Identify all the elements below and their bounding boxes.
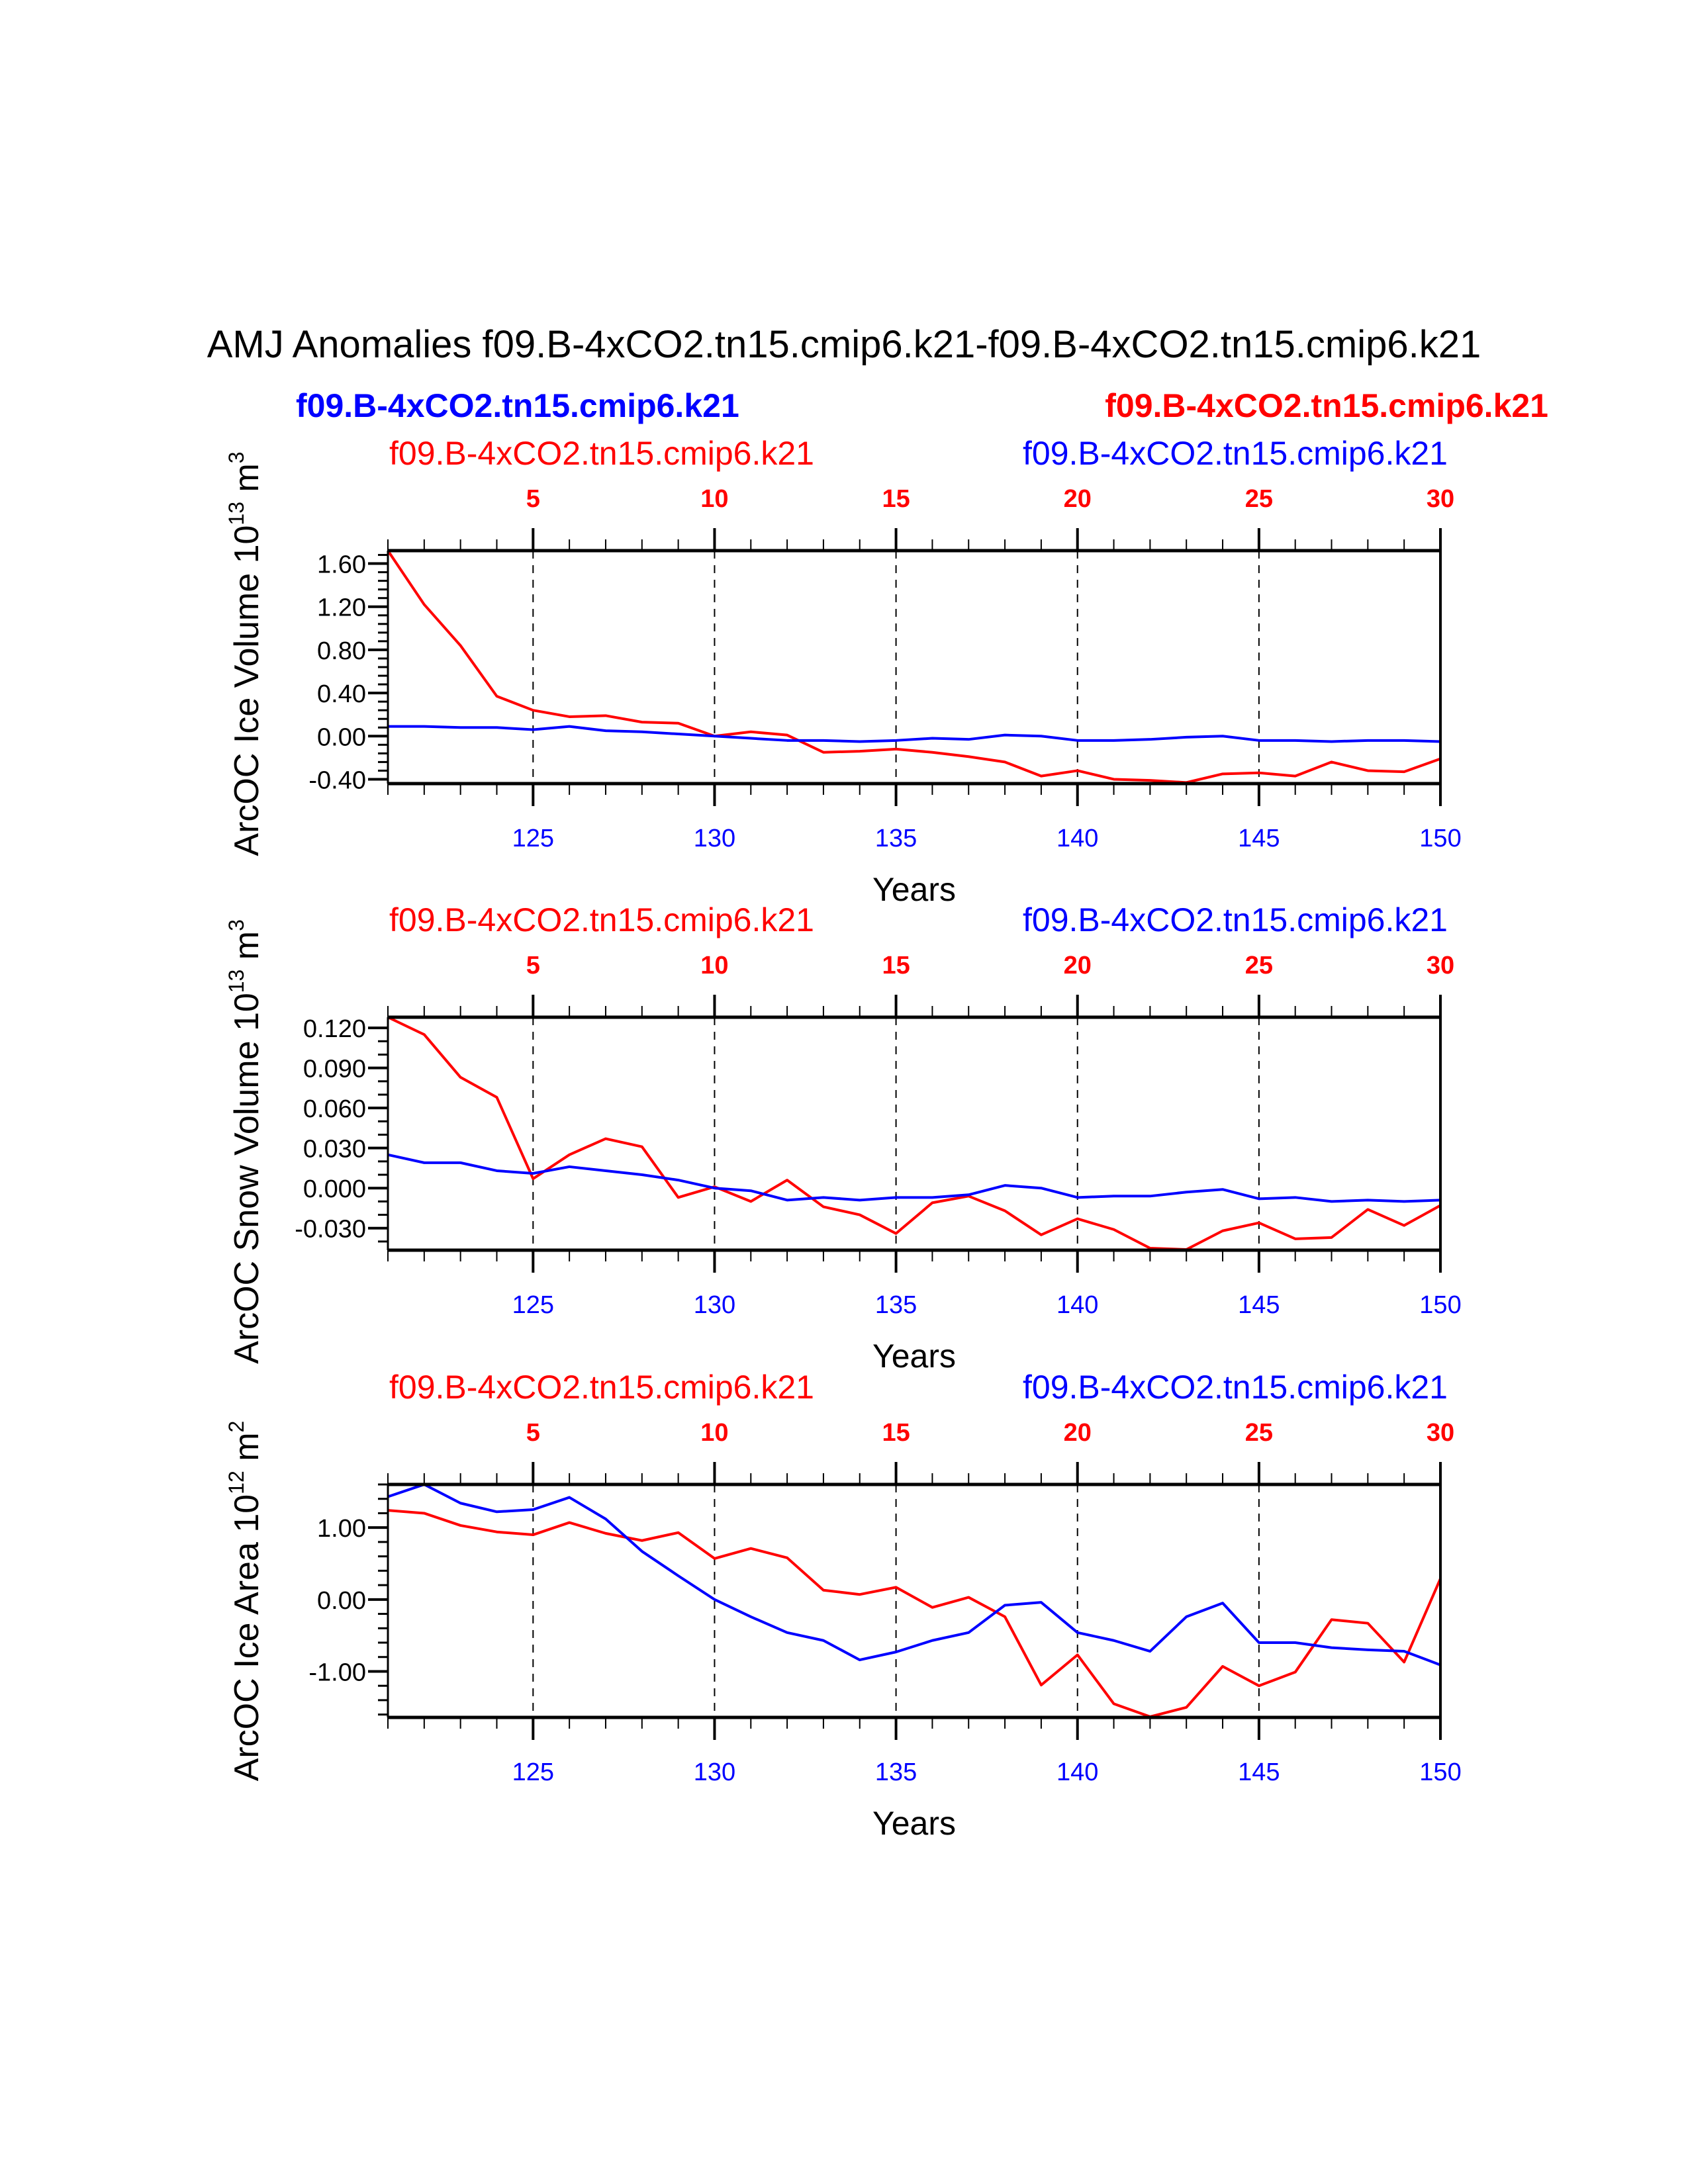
top-tick-label: 10	[700, 485, 728, 513]
y-axis-label-exponent: 3	[224, 451, 248, 463]
y-tick-label: 0.80	[317, 637, 366, 665]
top-tick-label: 5	[526, 952, 540, 979]
top-tick-label: 25	[1245, 952, 1273, 979]
x-tick-label: 150	[1419, 1291, 1461, 1319]
top-tick-label: 5	[526, 1419, 540, 1447]
series-title-right: f09.B-4xCO2.tn15.cmip6.k21	[1023, 901, 1448, 938]
overlay-title-right: f09.B-4xCO2.tn15.cmip6.k21	[1105, 387, 1548, 424]
x-axis-label: Years	[872, 871, 956, 908]
x-tick-label: 150	[1419, 1758, 1461, 1786]
y-tick-label: 0.40	[317, 680, 366, 708]
x-tick-label: 140	[1056, 1291, 1098, 1319]
x-tick-label: 140	[1056, 1758, 1098, 1786]
red-series-line	[387, 1509, 1442, 1718]
x-tick-label: 125	[512, 1291, 554, 1319]
x-tick-label: 145	[1238, 1291, 1280, 1319]
top-tick-label: 15	[882, 952, 910, 979]
blue-series-line	[387, 1483, 1441, 1666]
blue-series-line	[387, 1153, 1441, 1203]
y-axis-label: ArcOC Snow Volume 1013 m3	[224, 919, 266, 1364]
y-tick-label: 0.00	[317, 1587, 366, 1615]
x-tick-label: 125	[512, 1758, 554, 1786]
x-tick-label: 135	[875, 1291, 917, 1319]
blue-series-line	[388, 725, 1441, 743]
top-tick-label: 30	[1427, 952, 1454, 979]
y-axis-label-text: ArcOC Snow Volume 10	[228, 993, 266, 1364]
top-tick-label: 25	[1245, 1419, 1273, 1447]
top-tick-label: 15	[882, 1419, 910, 1447]
y-tick-label: -0.40	[308, 766, 366, 794]
y-tick-label: -1.00	[308, 1659, 366, 1686]
series-title-left: f09.B-4xCO2.tn15.cmip6.k21	[389, 1369, 814, 1406]
overlay-title-left: f09.B-4xCO2.tn15.cmip6.k21	[296, 387, 739, 424]
y-tick-label: 0.090	[303, 1056, 366, 1083]
y-axis-label-text: ArcOC Ice Volume 10	[228, 525, 266, 856]
y-tick-label: 0.060	[303, 1095, 366, 1123]
y-tick-label: 0.030	[303, 1136, 366, 1163]
x-tick-label: 125	[512, 825, 554, 852]
top-tick-label: 20	[1064, 485, 1092, 513]
top-tick-label: 20	[1064, 952, 1092, 979]
y-axis-label-exponent: 2	[224, 1421, 248, 1433]
red-series-line	[387, 1016, 1441, 1251]
x-tick-label: 130	[694, 1291, 735, 1319]
top-tick-label: 15	[882, 485, 910, 513]
top-tick-label: 10	[700, 1419, 728, 1447]
top-tick-label: 30	[1427, 485, 1454, 513]
x-axis-label: Years	[872, 1805, 956, 1842]
x-tick-label: 150	[1419, 825, 1461, 852]
y-axis-label-text: ArcOC Ice Area 10	[228, 1494, 266, 1782]
y-tick-label: 1.20	[317, 594, 366, 622]
y-axis-label-exponent: 13	[224, 502, 248, 525]
figure-title: AMJ Anomalies f09.B-4xCO2.tn15.cmip6.k21…	[207, 323, 1481, 366]
panel-3: 1.00 0.00 -1.00 125 5 130 10 135 15 140 20 145 25 150…	[224, 1369, 1462, 1842]
x-tick-label: 130	[694, 825, 735, 852]
x-axis-label: Years	[872, 1338, 956, 1375]
y-axis-label-text: m	[228, 931, 266, 970]
red-series-line	[387, 549, 1441, 784]
y-axis-label: ArcOC Ice Area 1012 m2	[224, 1421, 266, 1782]
top-tick-label: 30	[1427, 1419, 1454, 1447]
top-tick-label: 10	[700, 952, 728, 979]
x-tick-label: 145	[1238, 1758, 1280, 1786]
panel-2: 0.120 0.090 0.060 0.030 0.000 -0.030 125 5 130 10…	[224, 901, 1462, 1375]
x-tick-label: 135	[875, 825, 917, 852]
panel-1: 1.60 1.20 0.80 0.40 0.00 -0.40 125 5 130 10 135 15 1…	[224, 387, 1548, 908]
y-axis-label: ArcOC Ice Volume 1013 m3	[224, 451, 266, 856]
y-axis-label-exponent: 3	[224, 919, 248, 931]
x-tick-label: 145	[1238, 825, 1280, 852]
x-tick-label: 135	[875, 1758, 917, 1786]
series-title-right: f09.B-4xCO2.tn15.cmip6.k21	[1023, 435, 1448, 472]
y-axis-label-exponent: 12	[224, 1471, 248, 1494]
top-tick-label: 5	[526, 485, 540, 513]
y-tick-label: -0.030	[295, 1216, 366, 1244]
series-title-left: f09.B-4xCO2.tn15.cmip6.k21	[389, 435, 814, 472]
x-tick-label: 130	[694, 1758, 735, 1786]
x-tick-label: 140	[1056, 825, 1098, 852]
y-axis-label-exponent: 13	[224, 970, 248, 993]
panels: 1.601.200.800.400.00-0.40125513010135151…	[224, 387, 1548, 1842]
series-title-left: f09.B-4xCO2.tn15.cmip6.k21	[389, 901, 814, 938]
y-tick-label: 0.00	[317, 723, 366, 751]
y-tick-label: 0.120	[303, 1015, 366, 1043]
top-tick-label: 20	[1064, 1419, 1092, 1447]
top-tick-label: 25	[1245, 485, 1273, 513]
y-axis-label-text: m	[228, 463, 266, 502]
y-tick-label: 1.00	[317, 1515, 366, 1543]
y-tick-label: 0.000	[303, 1175, 366, 1203]
series-title-right: f09.B-4xCO2.tn15.cmip6.k21	[1023, 1369, 1448, 1406]
y-axis-label-text: m	[228, 1432, 266, 1471]
y-tick-label: 1.60	[317, 551, 366, 579]
